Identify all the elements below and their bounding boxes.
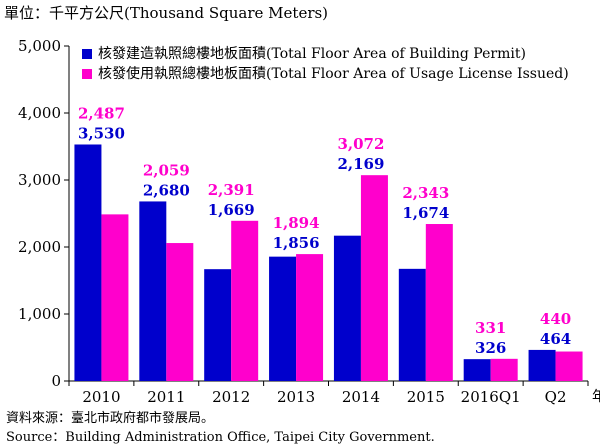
bar-usage-license xyxy=(296,254,324,381)
bar-building-permit xyxy=(204,269,232,381)
source-note-chinese: 資料來源：臺北市政府都市發展局。 xyxy=(6,411,215,426)
data-label-building-permit: 326 xyxy=(475,339,506,357)
x-tick-label: 2015 xyxy=(407,388,445,406)
data-label-building-permit: 2,169 xyxy=(337,155,384,173)
x-tick-label: 2016Q1 xyxy=(461,388,521,406)
data-label-usage-license: 440 xyxy=(540,310,571,328)
bar-building-permit xyxy=(528,349,556,381)
bar-usage-license xyxy=(101,214,129,381)
legend: 核發建造執照總樓地板面積(Total Floor Area of Buildin… xyxy=(82,44,569,84)
data-label-building-permit: 2,680 xyxy=(143,181,190,199)
y-tick-label: 4,000 xyxy=(18,104,61,122)
bar-building-permit xyxy=(463,359,491,381)
legend-item-permit: 核發建造執照總樓地板面積(Total Floor Area of Buildin… xyxy=(82,44,569,64)
x-tick-label: 2014 xyxy=(342,388,380,406)
y-tick-label: 5,000 xyxy=(18,37,61,55)
x-tick-label: 2013 xyxy=(277,388,315,406)
x-tick-label: 2012 xyxy=(212,388,250,406)
bar-usage-license xyxy=(166,243,194,381)
y-tick-label: 3,000 xyxy=(18,171,61,189)
data-label-building-permit: 1,669 xyxy=(208,201,255,219)
legend-label-permit: 核發建造執照總樓地板面積(Total Floor Area of Buildin… xyxy=(98,46,526,62)
x-tick-label: 2010 xyxy=(82,388,120,406)
legend-item-license: 核發使用執照總樓地板面積(Total Floor Area of Usage L… xyxy=(82,64,569,84)
data-label-usage-license: 2,343 xyxy=(402,184,449,202)
bar-building-permit xyxy=(333,235,361,381)
y-tick-label: 2,000 xyxy=(18,238,61,256)
y-tick-label: 1,000 xyxy=(18,305,61,323)
bar-usage-license xyxy=(360,175,388,381)
bar-building-permit xyxy=(398,268,426,381)
chart-bars xyxy=(74,144,583,381)
chart-data-labels: 2,487 3,530 2,059 2,680 2,391 1,669 1,894 1,856… xyxy=(78,104,571,356)
chart-axes: 0 1,000 2,000 3,000 4,000 5,000 2010 2011 2012 20… xyxy=(18,37,600,406)
bar-building-permit xyxy=(139,201,167,381)
x-axis-unit-label: 年 xyxy=(592,389,600,405)
data-label-building-permit: 1,856 xyxy=(273,234,320,252)
unit-label: 單位：千平方公尺(Thousand Square Meters) xyxy=(4,4,329,22)
data-label-usage-license: 2,059 xyxy=(143,161,190,179)
data-label-usage-license: 331 xyxy=(475,319,506,337)
bar-usage-license xyxy=(490,358,518,381)
data-label-building-permit: 464 xyxy=(540,330,571,348)
x-tick-label: Q2 xyxy=(545,388,567,406)
x-tick-label: 2011 xyxy=(147,388,185,406)
y-tick-label: 0 xyxy=(51,372,61,390)
bar-building-permit xyxy=(269,256,297,381)
bar-usage-license xyxy=(231,220,259,381)
data-label-usage-license: 2,487 xyxy=(78,104,125,122)
bar-usage-license xyxy=(555,351,583,381)
legend-swatch-permit xyxy=(82,49,92,59)
data-label-building-permit: 3,530 xyxy=(78,124,125,142)
bar-usage-license xyxy=(425,224,453,381)
data-label-usage-license: 1,894 xyxy=(273,214,320,232)
data-label-usage-license: 2,391 xyxy=(208,181,255,199)
source-note-english: Source：Building Administration Office, T… xyxy=(6,430,435,445)
bar-building-permit xyxy=(74,144,102,381)
legend-label-license: 核發使用執照總樓地板面積(Total Floor Area of Usage L… xyxy=(98,66,569,82)
data-label-usage-license: 3,072 xyxy=(337,135,384,153)
legend-swatch-license xyxy=(82,69,92,79)
data-label-building-permit: 1,674 xyxy=(402,204,449,222)
